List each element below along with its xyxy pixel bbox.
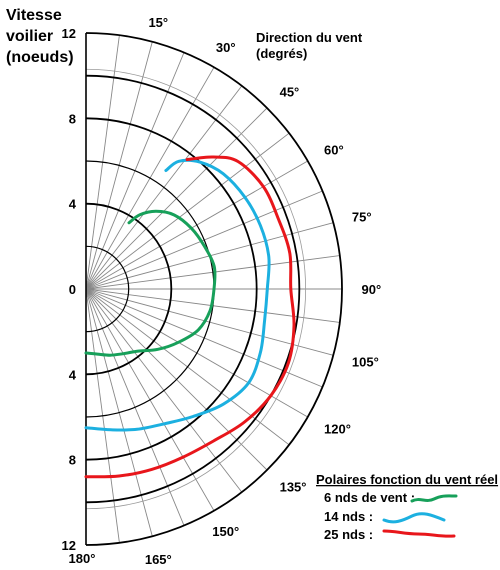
radial-axis-title-line-1: Vitesse: [6, 7, 62, 24]
radial-axis-title-line-3: (noeuds): [6, 49, 74, 66]
angular-tick-labels: 15° 30° 45° 60° 75° 90° 105° 120° 135° 150° 165° 18…: [69, 15, 382, 567]
angular-tick-label: 15°: [148, 15, 168, 30]
legend-item-swatch: [382, 512, 446, 524]
angular-tick-label: 180°: [69, 551, 96, 566]
angular-tick-label: 165°: [145, 552, 172, 567]
radial-axis-title: Vitesse voilier (noeuds): [6, 7, 74, 66]
angular-tick-label: 150°: [212, 524, 239, 539]
legend-item-label: 6 nds de vent :: [324, 490, 415, 505]
series-line-1: [84, 209, 217, 357]
radial-tick-label: 0: [69, 282, 76, 297]
radial-tick-labels: 12 8 4 0 4 8 12: [62, 26, 77, 553]
legend-item-label: 14 nds :: [324, 509, 373, 524]
radial-rings: [85, 32, 343, 546]
radial-tick-label: 12: [62, 538, 76, 553]
radial-tick-label: 8: [69, 453, 76, 468]
series-line-2: [84, 158, 271, 432]
radial-tick-label: 4: [69, 197, 77, 212]
angular-axis-title-line-2: (degrés): [256, 46, 307, 61]
legend-item-swatch: [382, 529, 456, 538]
radial-ring: [85, 117, 258, 461]
angular-tick-label: 60°: [324, 142, 344, 157]
radial-ring: [85, 32, 343, 546]
radial-ring: [85, 245, 130, 333]
radial-tick-label: 12: [62, 26, 76, 41]
legend: Polaires fonction du vent réel 6 nds de …: [316, 472, 498, 542]
angular-axis-title: Direction du vent (degrés): [256, 30, 363, 61]
radial-axis-title-line-2: voilier: [6, 28, 53, 45]
legend-item-label: 25 nds :: [324, 527, 373, 542]
angular-tick-label: 45°: [280, 84, 300, 99]
angular-tick-label: 30°: [216, 40, 236, 55]
legend-items: 6 nds de vent : 14 nds : 25 nds :: [324, 490, 458, 542]
angular-tick-label: 75°: [352, 210, 372, 225]
radial-ring: [85, 202, 172, 376]
radial-ring-minor: [85, 68, 307, 510]
angular-axis-title-line-1: Direction du vent: [256, 30, 363, 45]
legend-item-swatch: [410, 494, 458, 503]
radial-tick-label: 8: [69, 111, 76, 126]
legend-title: Polaires fonction du vent réel: [316, 472, 498, 487]
series-curves: [84, 155, 296, 479]
radial-tick-label: 4: [69, 367, 77, 382]
angular-tick-label: 120°: [324, 422, 351, 437]
radial-ring: [85, 74, 301, 504]
angular-tick-label: 90°: [362, 282, 382, 297]
angular-tick-label: 135°: [280, 480, 307, 495]
series-line-3: [84, 155, 296, 479]
angular-tick-label: 105°: [352, 354, 379, 369]
